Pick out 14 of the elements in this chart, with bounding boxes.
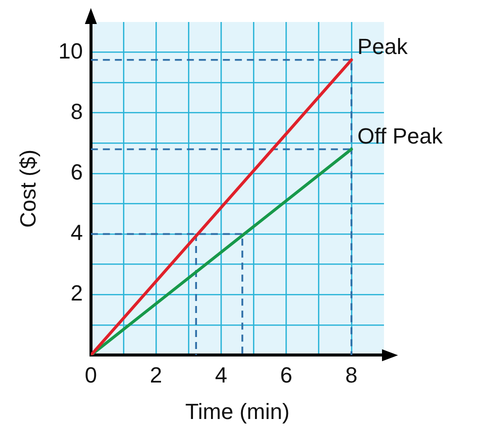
y-tick-label: 6: [70, 160, 83, 185]
y-tick-label: 4: [70, 220, 83, 246]
series-label: Peak: [357, 34, 409, 59]
x-tick-label: 2: [150, 362, 162, 388]
y-axis-title: Cost ($): [15, 149, 40, 228]
x-tick-label: 4: [215, 362, 228, 388]
y-tick-label: 10: [58, 38, 83, 64]
x-axis-title: Time (min): [185, 398, 290, 424]
x-tick-label: 0: [84, 362, 97, 388]
x-tick-label: 8: [345, 362, 358, 388]
x-tick-label: 6: [280, 362, 292, 388]
y-tick-label: 2: [70, 280, 83, 306]
y-tick-label: 8: [70, 98, 83, 124]
series-label: Off Peak: [357, 123, 444, 148]
